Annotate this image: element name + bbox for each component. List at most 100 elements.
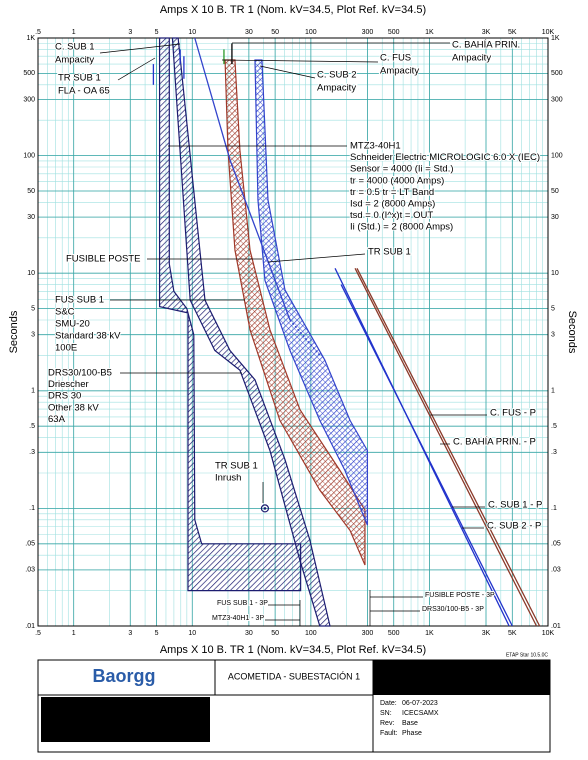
y-tick-label: 300 (23, 96, 35, 103)
annotation: C. SUB 2 - P (487, 521, 541, 532)
curve-band (254, 59, 369, 526)
annotation: DRS30/100-B5 - 3P (422, 606, 484, 613)
x-tick-label: 5K (508, 29, 517, 36)
y-tick-label: 1K (26, 35, 35, 42)
x-tick-label: 30 (245, 630, 253, 637)
annotation: C. BAHÍA PRIN. (452, 40, 520, 51)
annotation: Isd = 2 (8000 Amps) (350, 199, 435, 210)
annotation: C. SUB 1 (55, 42, 95, 53)
x-tick-label: 3K (482, 29, 491, 36)
x-tick-label: .5 (35, 29, 41, 36)
annotation: FUSIBLE POSTE - 3P (425, 592, 495, 599)
annotation: Ampacity (317, 83, 356, 94)
x-tick-label: .5 (35, 630, 41, 637)
leader-line (267, 253, 366, 263)
annotation: DRS30/100-B5 (48, 368, 112, 379)
annotation: C. FUS (380, 53, 411, 64)
annotation: 63A (48, 414, 66, 425)
annotation: Sensor = 4000 (Ii = Std.) (350, 164, 454, 175)
y-tick-label: 500 (551, 70, 563, 77)
annotation: S&C (55, 307, 75, 318)
axis-title-top: Amps X 10 B. TR 1 (Nom. kV=34.5, Plot Re… (160, 4, 426, 16)
title-block: Baorgg ACOMETIDA - SUBESTACIÓN 1 ETAP St… (37, 652, 551, 753)
field-value: Base (402, 720, 418, 727)
plot-frame (37, 37, 549, 627)
annotation: Ii (Std.) = 2 (8000 Amps) (350, 222, 453, 233)
annotation: FUS SUB 1 (55, 295, 104, 306)
y-tick-label: .5 (29, 423, 35, 430)
y-tick-label: 5 (31, 305, 35, 312)
annotation: C. BAHÍA PRIN. - P (453, 437, 536, 448)
project-name: ACOMETIDA - SUBESTACIÓN 1 (228, 671, 360, 681)
y-tick-label: 3 (551, 332, 555, 339)
annotation: C. FUS - P (490, 408, 536, 419)
x-tick-label: 5 (155, 29, 159, 36)
y-tick-label: 5 (551, 305, 555, 312)
y-tick-label: .03 (551, 567, 561, 574)
x-tick-label: 10K (542, 29, 555, 36)
annotation: FUS SUB 1 - 3P (217, 600, 268, 607)
curves (152, 37, 541, 627)
y-tick-label: .1 (551, 505, 557, 512)
x-tick-label: 3 (128, 630, 132, 637)
y-tick-label: 30 (27, 214, 35, 221)
y-tick-label: .05 (25, 541, 35, 548)
annotation: MTZ3-40H1 (350, 141, 401, 152)
y-tick-label: 100 (23, 152, 35, 159)
annotation: TR SUB 1 (215, 461, 258, 472)
annotation: Ampacity (452, 53, 491, 64)
y-tick-label: 50 (27, 188, 35, 195)
redaction (41, 697, 210, 742)
annotation: Ampacity (55, 55, 94, 66)
annotation: Inrush (215, 473, 241, 484)
x-tick-label: 500 (388, 630, 400, 637)
y-tick-label: 300 (551, 96, 563, 103)
y-tick-label: .05 (551, 541, 561, 548)
annotation: FLA - OA 65 (58, 86, 110, 97)
redaction (373, 660, 550, 695)
inrush-point (260, 504, 270, 513)
x-tick-label: 10 (188, 630, 196, 637)
annotation: Other 38 kV (48, 402, 99, 413)
y-tick-label: 1 (551, 388, 555, 395)
y-tick-label: 100 (551, 152, 563, 159)
annotation: Schneider Electric MICROLOGIC 6.0 X (IEC… (350, 152, 540, 163)
x-tick-label: 1 (72, 630, 76, 637)
y-tick-label: 1K (551, 35, 560, 42)
inrush-dot (263, 507, 267, 510)
y-axis-label: Seconds (8, 310, 20, 353)
y-tick-label: .01 (25, 623, 35, 630)
annotation: Ampacity (380, 66, 419, 77)
annotation: TR SUB 1 (368, 247, 411, 258)
annotation: Standard 38 kV (55, 331, 121, 342)
curve-band (171, 37, 331, 627)
curve (340, 284, 513, 627)
curve-band (158, 37, 302, 592)
x-tick-label: 30 (245, 29, 253, 36)
field-value: ICECSAMX (402, 710, 439, 717)
y-tick-label: 10 (551, 270, 559, 277)
annotation: C. SUB 1 - P (488, 500, 542, 511)
y-tick-label: 30 (551, 214, 559, 221)
curve (354, 268, 538, 627)
x-tick-label: 100 (305, 29, 317, 36)
annotations: C. SUB 1 Ampacity TR SUB 1 FLA - OA 65 C. BA… (47, 39, 543, 626)
software-version: ETAP Star 10.5.0C (506, 652, 548, 658)
title-block-frame (37, 659, 551, 753)
x-tick-label: 100 (305, 630, 317, 637)
field-label: SN: (380, 710, 392, 717)
annotation: TR SUB 1 (58, 73, 101, 84)
leader-line (259, 65, 316, 79)
leader-line (221, 59, 379, 63)
annotation: DRS 30 (48, 391, 81, 402)
y-axis-label-right: Seconds (566, 311, 578, 354)
curve (356, 268, 541, 627)
annotation: Driescher (48, 379, 89, 390)
y-tick-label: .5 (551, 423, 557, 430)
x-tick-label: 3 (128, 29, 132, 36)
annotation: tsd = 0 (I^x)t = OUT (350, 210, 433, 221)
x-tick-label: 5 (155, 630, 159, 637)
x-tick-label: 3K (482, 630, 491, 637)
